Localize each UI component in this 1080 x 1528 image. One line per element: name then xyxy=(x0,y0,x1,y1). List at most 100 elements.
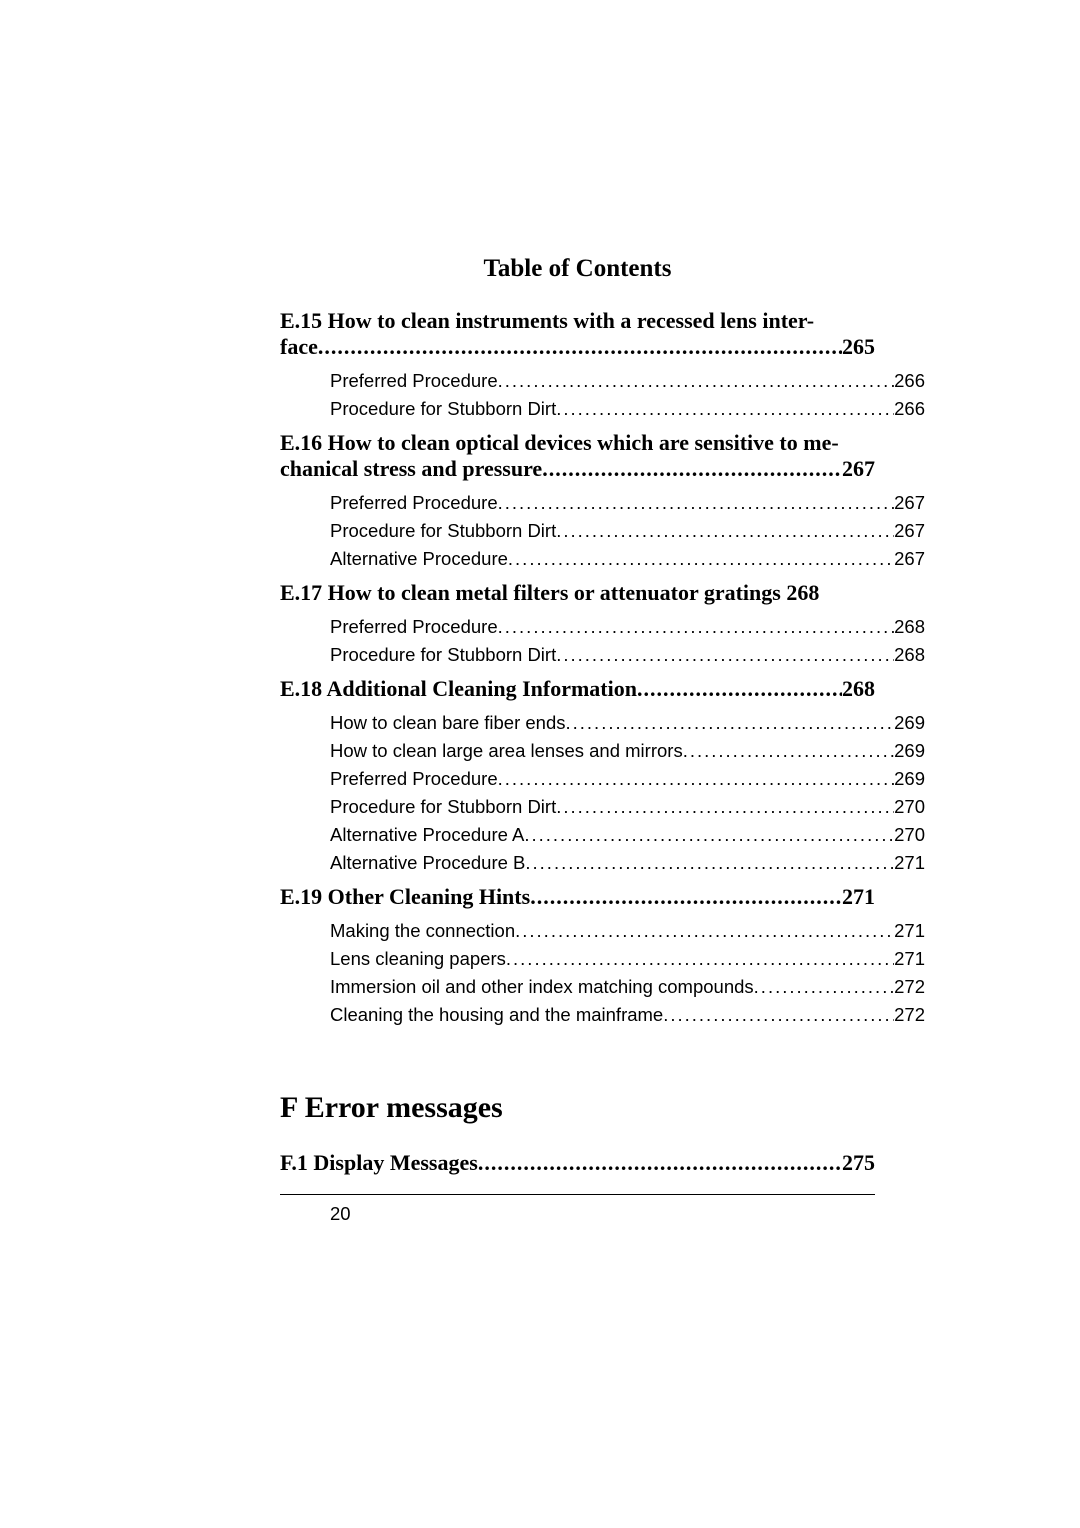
sub-item: Alternative Procedure B ................… xyxy=(280,852,925,874)
leader-dots: ........................................… xyxy=(515,920,894,942)
heading-page: 268 xyxy=(842,676,875,702)
sub-page: 269 xyxy=(894,712,925,734)
appendix-entry-label: F.1 Display Messages xyxy=(280,1150,478,1176)
section-heading-line2: face ...................................… xyxy=(280,334,875,360)
leader-dots: ........................................… xyxy=(524,824,894,846)
sub-item: Alternative Procedure A ................… xyxy=(280,824,925,846)
sub-label: Procedure for Stubborn Dirt xyxy=(330,796,556,818)
sub-label: Cleaning the housing and the mainframe xyxy=(330,1004,663,1026)
section-heading-line1: E.16 How to clean optical devices which … xyxy=(280,430,875,456)
sub-item: Procedure for Stubborn Dirt ............… xyxy=(280,796,925,818)
appendix-entry-page: 275 xyxy=(842,1150,875,1176)
sub-page: 271 xyxy=(894,920,925,942)
leader-dots: ........................................… xyxy=(556,520,894,542)
leader-dots: ........................................… xyxy=(508,548,894,570)
sub-label: How to clean bare fiber ends xyxy=(330,712,566,734)
section-heading-line1: E.17 How to clean metal filters or atten… xyxy=(280,580,875,606)
sub-page: 267 xyxy=(894,520,925,542)
leader-dots: ........................................… xyxy=(663,1004,894,1026)
leader-dots: ........................................… xyxy=(525,852,894,874)
sub-label: Procedure for Stubborn Dirt xyxy=(330,644,556,666)
sub-page: 271 xyxy=(894,852,925,874)
sub-item: Procedure for Stubborn Dirt ............… xyxy=(280,644,925,666)
sub-label: Alternative Procedure A xyxy=(330,824,524,846)
sub-item: Preferred Procedure ....................… xyxy=(280,768,925,790)
toc-title: Table of Contents xyxy=(280,255,875,283)
sub-item: Lens cleaning papers ...................… xyxy=(280,948,925,970)
sub-item: How to clean large area lenses and mirro… xyxy=(280,740,925,762)
section-heading-line2: chanical stress and pressure ...........… xyxy=(280,456,875,482)
sub-label: Procedure for Stubborn Dirt xyxy=(330,520,556,542)
section-heading-line2: E.18 Additional Cleaning Information ...… xyxy=(280,676,875,702)
leader-dots: ........................................… xyxy=(498,616,895,638)
sub-page: 272 xyxy=(894,1004,925,1026)
sub-page: 269 xyxy=(894,768,925,790)
leader-dots: ........................................… xyxy=(498,492,895,514)
sub-label: Procedure for Stubborn Dirt xyxy=(330,398,556,420)
leader-dots: ........................................… xyxy=(498,370,895,392)
leader-dots: ........................................… xyxy=(530,884,842,910)
sub-page: 270 xyxy=(894,824,925,846)
heading-page: 267 xyxy=(842,456,875,482)
sub-item: Preferred Procedure ....................… xyxy=(280,370,925,392)
leader-dots: ........................................… xyxy=(556,398,894,420)
section-e16: E.16 How to clean optical devices which … xyxy=(280,430,875,482)
sub-label: Alternative Procedure xyxy=(330,548,508,570)
page-content: Table of Contents E.15 How to clean inst… xyxy=(0,0,1080,1225)
heading-page: 271 xyxy=(842,884,875,910)
appendix-title: F Error messages xyxy=(280,1091,875,1125)
leader-dots: ........................................… xyxy=(506,948,894,970)
sub-label: Preferred Procedure xyxy=(330,492,498,514)
leader-dots: ........................................… xyxy=(478,1150,842,1176)
sub-label: Preferred Procedure xyxy=(330,768,498,790)
section-e18: E.18 Additional Cleaning Information ...… xyxy=(280,676,875,702)
leader-dots: ........................................… xyxy=(683,740,894,762)
sub-item: Preferred Procedure ....................… xyxy=(280,616,925,638)
sub-item: Alternative Procedure ..................… xyxy=(280,548,925,570)
sub-label: Making the connection xyxy=(330,920,515,942)
heading-label: E.18 Additional Cleaning Information xyxy=(280,676,637,702)
appendix-entry: F.1 Display Messages ...................… xyxy=(280,1150,875,1176)
heading-page: 265 xyxy=(842,334,875,360)
leader-dots: ........................................… xyxy=(318,334,842,360)
leader-dots: ........................................… xyxy=(566,712,895,734)
sub-label: Preferred Procedure xyxy=(330,616,498,638)
page-number: 20 xyxy=(330,1203,875,1225)
leader-dots: ........................................… xyxy=(542,456,842,482)
sub-item: Immersion oil and other index matching c… xyxy=(280,976,925,998)
section-e17: E.17 How to clean metal filters or atten… xyxy=(280,580,875,606)
sub-page: 267 xyxy=(894,492,925,514)
sub-label: Lens cleaning papers xyxy=(330,948,506,970)
heading-label: face xyxy=(280,334,318,360)
leader-dots: ........................................… xyxy=(556,644,894,666)
leader-dots: ........................................… xyxy=(556,796,894,818)
leader-dots: ........................................… xyxy=(637,676,842,702)
heading-label: E.19 Other Cleaning Hints xyxy=(280,884,530,910)
sub-label: Immersion oil and other index matching c… xyxy=(330,976,754,998)
sub-item: Making the connection ..................… xyxy=(280,920,925,942)
sub-label: How to clean large area lenses and mirro… xyxy=(330,740,683,762)
sub-item: Procedure for Stubborn Dirt ............… xyxy=(280,520,925,542)
sub-page: 269 xyxy=(894,740,925,762)
sub-item: How to clean bare fiber ends ...........… xyxy=(280,712,925,734)
section-heading-line1: E.15 How to clean instruments with a rec… xyxy=(280,308,875,334)
leader-dots: ........................................… xyxy=(498,768,895,790)
sub-label: Alternative Procedure B xyxy=(330,852,525,874)
leader-dots: ........................................… xyxy=(754,976,894,998)
section-heading-line2: E.19 Other Cleaning Hints ..............… xyxy=(280,884,875,910)
sub-page: 268 xyxy=(894,644,925,666)
heading-label: chanical stress and pressure xyxy=(280,456,542,482)
section-e15: E.15 How to clean instruments with a rec… xyxy=(280,308,875,360)
sub-page: 266 xyxy=(894,398,925,420)
sub-page: 271 xyxy=(894,948,925,970)
sub-item: Preferred Procedure ....................… xyxy=(280,492,925,514)
appendix-entry-line: F.1 Display Messages ...................… xyxy=(280,1150,875,1176)
sub-page: 272 xyxy=(894,976,925,998)
sub-page: 266 xyxy=(894,370,925,392)
sub-item: Procedure for Stubborn Dirt ............… xyxy=(280,398,925,420)
section-e19: E.19 Other Cleaning Hints ..............… xyxy=(280,884,875,910)
sub-page: 267 xyxy=(894,548,925,570)
sub-label: Preferred Procedure xyxy=(330,370,498,392)
sub-page: 268 xyxy=(894,616,925,638)
sub-item: Cleaning the housing and the mainframe .… xyxy=(280,1004,925,1026)
